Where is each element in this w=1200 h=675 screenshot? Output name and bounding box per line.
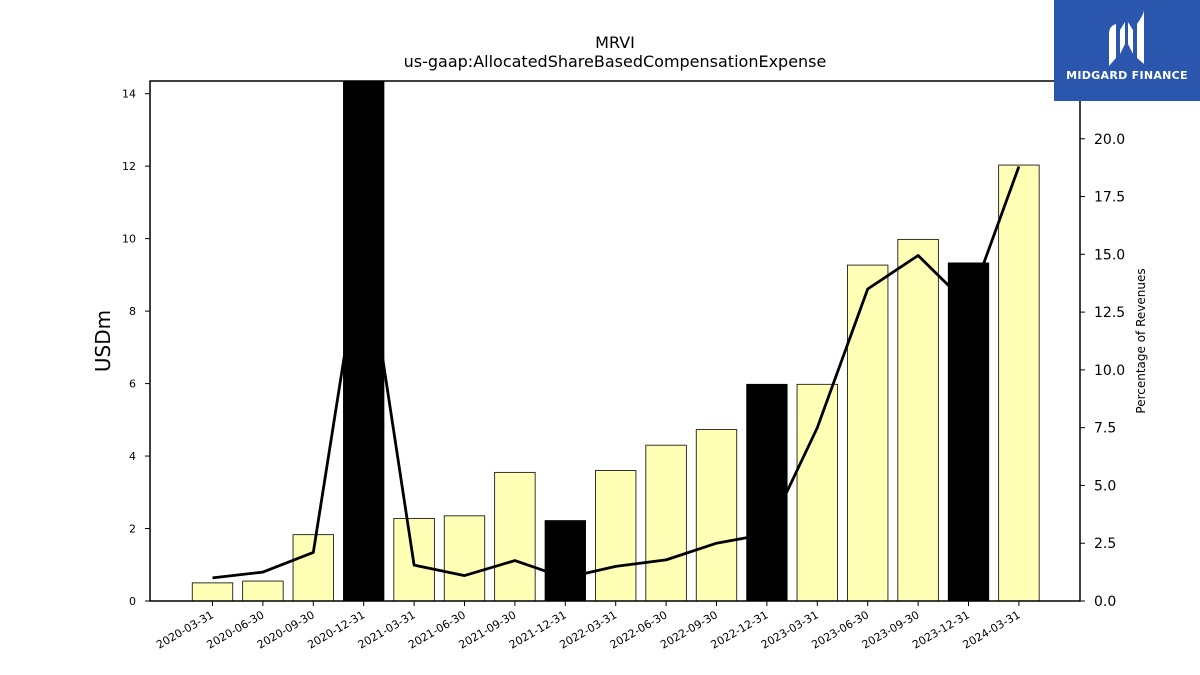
y-tick-label: 6 — [129, 378, 136, 391]
chart-subtitle: us-gaap:AllocatedShareBasedCompensationE… — [403, 52, 827, 71]
y2-tick-label: 7.5 — [1094, 421, 1116, 437]
y-tick-label: 10 — [122, 233, 136, 246]
y2-tick-label: 2.5 — [1094, 536, 1116, 552]
y-tick-label: 0 — [129, 595, 136, 608]
midgard-m-logo-icon — [1109, 10, 1144, 66]
y2-axis: 0.0 2.5 5.0 7.5 10.0 12.5 15.0 17.5 20.0 — [1080, 132, 1125, 610]
chart-title: MRVI — [595, 33, 635, 52]
line-series — [212, 166, 1021, 580]
bar — [947, 262, 990, 602]
y-tick-label: 12 — [122, 160, 136, 173]
bar — [544, 520, 586, 602]
y-tick-label: 2 — [129, 523, 136, 536]
bar — [897, 238, 939, 602]
bar — [242, 580, 284, 602]
bar — [343, 80, 385, 602]
y2-tick-label: 15.0 — [1094, 247, 1125, 263]
bar — [847, 264, 889, 602]
brand-logo: MIDGARD FINANCE — [1054, 0, 1200, 101]
y-tick-label: 8 — [129, 305, 136, 318]
bar — [595, 470, 637, 602]
brand-name: MIDGARD FINANCE — [1066, 69, 1188, 82]
bar-series — [191, 80, 1040, 602]
plot-frame — [149, 80, 1081, 602]
y-axis: 0 2 4 6 8 10 12 14 — [122, 88, 150, 608]
y2-tick-label: 5.0 — [1094, 478, 1116, 494]
bar — [746, 383, 788, 602]
x-tick-label: 2024-03-31 — [961, 608, 1023, 651]
bar — [796, 383, 838, 602]
bar — [695, 429, 738, 602]
y2-tick-label: 10.0 — [1094, 363, 1125, 379]
y2-tick-label: 12.5 — [1094, 305, 1125, 321]
y2-tick-label: 20.0 — [1094, 132, 1125, 148]
percentage-line — [212, 166, 1021, 580]
y-tick-label: 4 — [129, 450, 136, 463]
y2-tick-label: 0.0 — [1094, 594, 1116, 610]
y2-tick-label: 17.5 — [1094, 190, 1125, 206]
y-tick-label: 14 — [122, 88, 136, 101]
y-axis-label: USDm — [91, 310, 115, 372]
bar — [191, 582, 234, 602]
bar — [494, 471, 536, 602]
bar — [443, 515, 486, 602]
bar — [998, 164, 1040, 602]
bar — [645, 444, 687, 602]
y2-axis-label: Percentage of Revenues — [1134, 268, 1148, 413]
x-axis: 2020-03-312020-06-302020-09-302020-12-31… — [154, 601, 1022, 652]
